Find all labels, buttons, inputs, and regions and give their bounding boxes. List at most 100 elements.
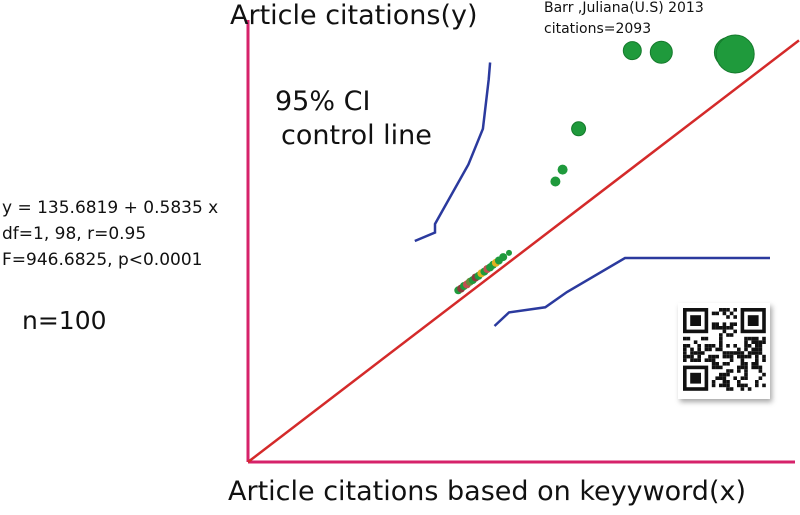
x-axis-title: Article citations based on keyyword(x) [228,476,746,507]
qr-module [711,362,716,366]
qr-module [733,376,737,380]
qr-module [693,351,698,355]
qr-module [733,308,737,312]
data-point [715,34,755,74]
ci-upper-line [414,62,492,243]
qr-module [729,387,734,391]
qr-module [719,344,723,348]
qr-module [686,344,691,348]
qr-module [729,333,734,337]
qr-module [719,383,723,388]
qr-module [762,358,766,362]
qr-module [740,376,745,380]
qr-module [733,344,737,348]
qr-module [711,354,716,359]
ci-label-line2: control line [281,120,432,151]
qr-module [726,333,730,337]
qr-module [704,358,709,362]
qr-code-graphic [678,303,770,399]
qr-module [697,344,701,348]
qr-module [733,322,737,326]
qr-module [722,354,727,359]
qr-module [693,358,698,362]
qr-module [711,365,716,370]
qr-module [737,351,741,355]
qr-module [737,365,741,370]
qr-module [715,376,719,380]
qr-module [711,311,716,316]
qr-module [711,380,716,384]
qr-module [697,354,701,359]
qr-module [729,322,734,326]
qr-module [747,351,752,355]
qr-module [690,358,694,362]
qr-module [758,340,763,344]
qr-module [744,354,748,359]
qr-module [719,347,723,352]
qr-module [755,380,759,384]
qr-module [683,354,687,359]
regression-line [247,39,800,463]
qr-module [755,344,759,348]
qr-module [719,333,723,337]
qr-module [697,358,701,362]
qr-module [755,336,759,341]
qr-module [737,354,741,359]
qr-module [744,362,748,366]
y-axis-title: Article citations(y) [230,0,478,31]
data-point [557,164,568,175]
qr-module [722,311,727,316]
qr-module [715,347,719,352]
annotation-citations: citations=2093 [544,21,652,37]
qr-module [704,336,709,341]
qr-module [722,351,727,355]
qr-module [751,336,755,341]
qr-module [755,354,759,359]
points-layer [454,34,755,295]
qr-code-icon [678,303,770,399]
qr-module [755,358,759,362]
qr-module [758,351,763,355]
qr-module [762,383,766,388]
qr-module [708,344,712,348]
qr-module [755,362,759,366]
qr-module [733,351,737,355]
qr-module [744,347,748,352]
qr-module [744,340,748,344]
qr-module [751,347,755,352]
qr-finder-core [747,315,759,326]
qr-finder-core [690,372,701,384]
qr-module [755,365,759,370]
qr-module [726,387,730,391]
qr-module [744,369,748,373]
qr-module [755,351,759,355]
qr-module [683,336,687,341]
stats-line: df=1, 98, r=0.95 [2,224,147,244]
qr-module [722,372,727,377]
qr-module [726,326,730,330]
qr-module [722,362,727,366]
qr-module [740,351,745,355]
qr-module [715,311,719,316]
qr-module [758,369,763,373]
qr-module [726,354,730,359]
qr-module [751,365,755,370]
qr-module [726,308,730,312]
qr-module [755,340,759,344]
qr-module [729,311,734,316]
qr-module [722,376,727,380]
qr-module [719,340,723,344]
qr-module [722,383,727,388]
qr-module [755,383,759,388]
qr-module [715,354,719,359]
qr-module [726,344,730,348]
annotation-author: Barr ,Juliana(U.S) 2013 [544,0,704,16]
qr-module [726,372,730,377]
qr-module [726,351,730,355]
regression-layer [247,39,800,463]
f-test-line: F=946.6825, p<0.0001 [2,250,203,270]
qr-module [719,372,723,377]
qr-module [697,351,701,355]
qr-module [711,383,716,388]
